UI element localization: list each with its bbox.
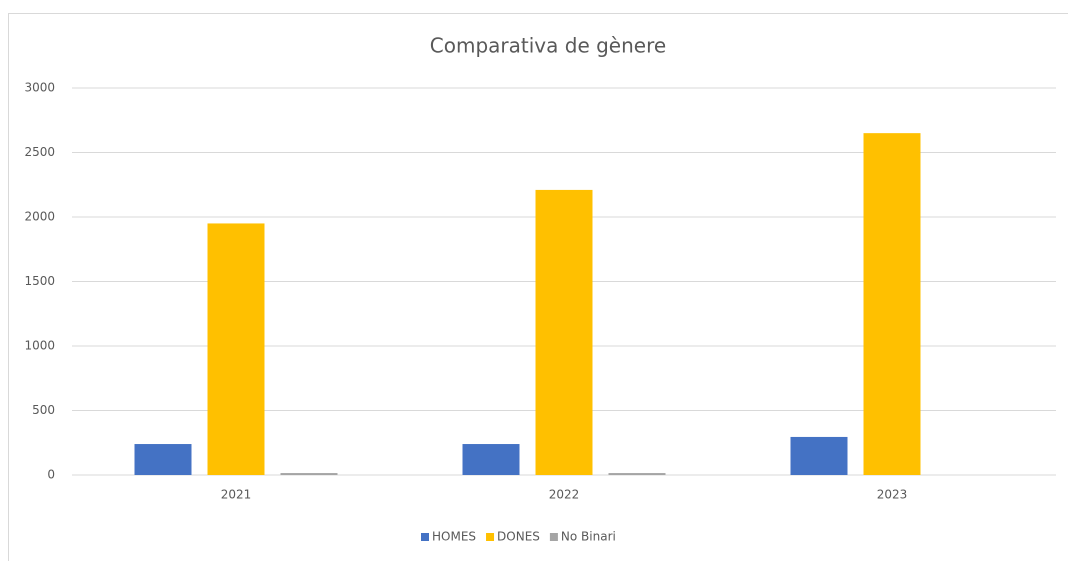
y-tick-label: 3000 — [24, 81, 55, 95]
legend-label: DONES — [497, 530, 540, 544]
bar — [280, 473, 338, 475]
bar — [790, 436, 848, 475]
y-tick-label: 0 — [47, 468, 55, 482]
bar — [462, 444, 520, 475]
legend-label: No Binari — [561, 530, 616, 544]
y-tick-label: 1500 — [24, 274, 55, 288]
y-tick-label: 500 — [32, 403, 55, 417]
bar — [134, 444, 192, 475]
bar — [535, 189, 593, 475]
bar — [207, 223, 265, 475]
y-tick-label: 2000 — [24, 210, 55, 224]
legend-swatch — [486, 533, 495, 541]
legend-label: HOMES — [432, 530, 476, 544]
bar — [608, 473, 666, 475]
x-tick-label: 2022 — [549, 488, 580, 502]
chart-title: Comparativa de gènere — [430, 34, 666, 58]
x-tick-label: 2021 — [221, 488, 252, 502]
y-tick-label: 2500 — [24, 145, 55, 159]
bar — [863, 133, 921, 475]
legend-swatch — [421, 533, 429, 541]
legend-swatch — [549, 533, 558, 541]
x-tick-label: 2023 — [877, 488, 908, 502]
y-tick-label: 1000 — [24, 339, 55, 353]
